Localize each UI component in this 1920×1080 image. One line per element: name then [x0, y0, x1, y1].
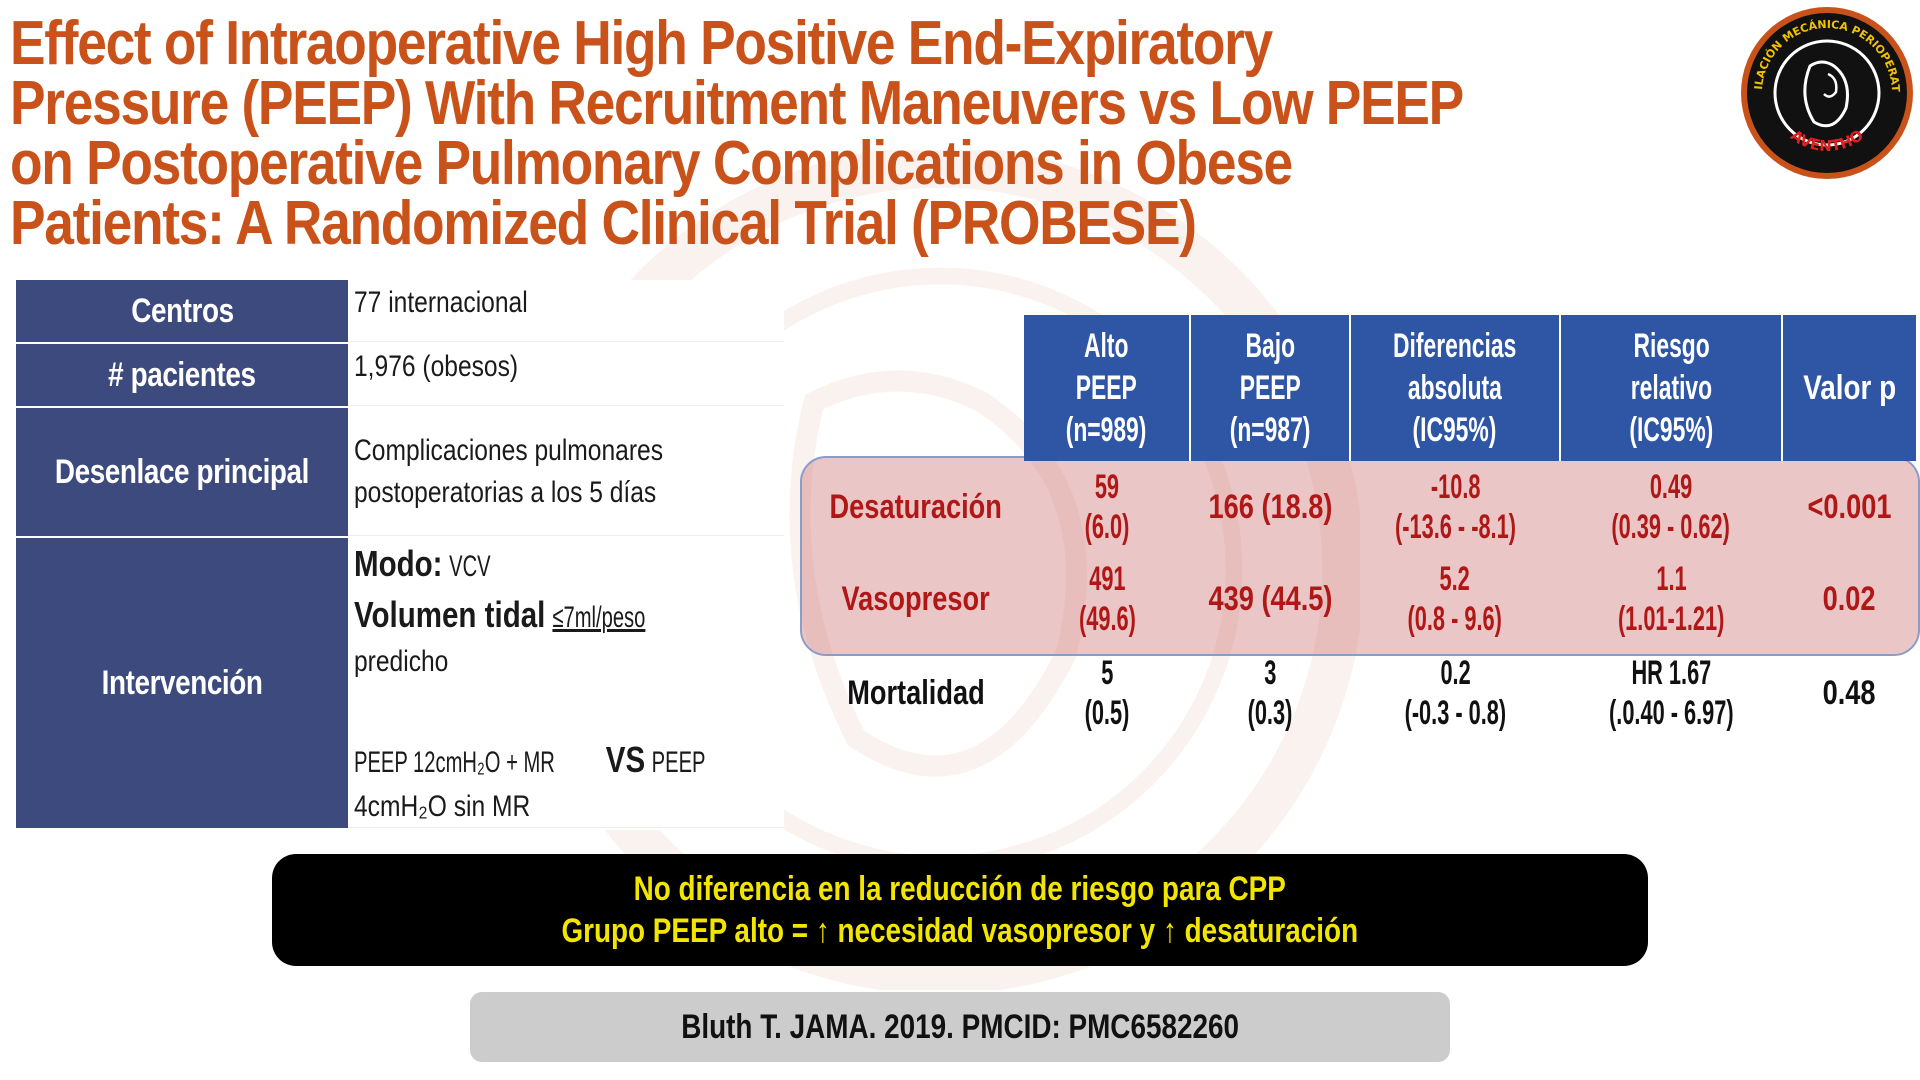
row-label-mortalidad: Mortalidad	[847, 674, 985, 712]
header-riesgo-relativo: Riesgo relativo (IC95%)	[1561, 315, 1784, 461]
cell-p: <0.001	[1807, 488, 1891, 526]
table-row: Mortalidad 5 (0.5) 3 (0.3) 0.2 (-0.3 - 0.8)…	[808, 647, 1916, 739]
peep-line-1: PEEP 12cmH₂O + MR VS PEEP	[354, 739, 706, 780]
value-pacientes: 1,976 (obesos)	[348, 344, 784, 406]
table-row: Vasopresor 491 (49.6) 439 (44.5) 5.2 (0.8 …	[808, 553, 1916, 645]
header-bajo-peep: Bajo PEEP (n=987)	[1190, 315, 1352, 461]
results-table: Alto PEEP (n=989) Bajo PEEP (n=987) Difere…	[808, 315, 1916, 739]
value-centros: 77 internacional	[348, 280, 784, 342]
cell-dif: 0.2 (-0.3 - 0.8)	[1404, 654, 1506, 732]
label-intervencion: Intervención	[16, 538, 348, 828]
cell-alto: 59 (6.0)	[1084, 468, 1130, 546]
header-diferencia-absoluta: Diferencias absoluta (IC95%)	[1351, 315, 1562, 461]
logo-emblem-icon: VENTILACIÓN MECÁNICA PERIOPERATORIA AVEN…	[1733, 0, 1913, 179]
row-intervencion: Intervención Modo: VCV Volumen tidal ≤7m…	[16, 538, 784, 830]
cell-bajo: 439 (44.5)	[1208, 580, 1332, 618]
results-header-row: Alto PEEP (n=989) Bajo PEEP (n=987) Difere…	[1024, 315, 1916, 461]
value-intervencion: Modo: VCV Volumen tidal ≤7ml/peso predic…	[348, 538, 784, 828]
conclusion-box: No diferencia en la reducción de riesgo …	[272, 854, 1648, 966]
row-centros: Centros 77 internacional	[16, 280, 784, 344]
vt-line-2: predicho	[354, 645, 449, 678]
cell-alto: 5 (0.5)	[1084, 654, 1130, 732]
page-title: Effect of Intraoperative High Positive E…	[10, 9, 1463, 258]
row-desenlace: Desenlace principal Complicaciones pulmo…	[16, 408, 784, 538]
conclusion-line-2: Grupo PEEP alto = ↑ necesidad vasopresor…	[561, 912, 1359, 950]
conclusion-line-1: No diferencia en la reducción de riesgo …	[633, 870, 1287, 908]
header-valor-p: Valor p	[1783, 315, 1916, 461]
table-row: Desaturación 59 (6.0) 166 (18.8) -10.8 (-1…	[808, 461, 1916, 553]
cell-rr: HR 1.67 (.0.40 - 6.97)	[1608, 654, 1734, 732]
cell-bajo: 166 (18.8)	[1208, 488, 1332, 526]
cell-bajo: 3 (0.3)	[1247, 654, 1293, 732]
row-label-desaturacion: Desaturación	[829, 488, 1003, 526]
cell-dif: 5.2 (0.8 - 9.6)	[1407, 560, 1503, 638]
modo-line: Modo: VCV	[354, 543, 491, 584]
study-details-table: Centros 77 internacional # pacientes 1,9…	[16, 280, 784, 830]
row-pacientes: # pacientes 1,976 (obesos)	[16, 344, 784, 408]
header-alto-peep: Alto PEEP (n=989)	[1024, 315, 1191, 461]
value-desenlace: Complicaciones pulmonares postoperatoria…	[348, 408, 784, 536]
cell-rr: 0.49 (0.39 - 0.62)	[1611, 468, 1731, 546]
cell-p: 0.02	[1822, 580, 1876, 618]
aventho-logo: VENTILACIÓN MECÁNICA PERIOPERATORIA AVEN…	[1733, 0, 1916, 182]
cell-alto: 491 (49.6)	[1078, 560, 1136, 638]
label-pacientes: # pacientes	[16, 344, 348, 406]
cell-p: 0.48	[1822, 674, 1876, 712]
citation-box: Bluth T. JAMA. 2019. PMCID: PMC6582260	[470, 992, 1450, 1062]
row-label-vasopresor: Vasopresor	[841, 580, 991, 618]
cell-dif: -10.8 (-13.6 - -8.1)	[1394, 468, 1516, 546]
label-desenlace: Desenlace principal	[16, 408, 348, 536]
peep-line-2: 4cmH₂O sin MR	[354, 790, 531, 823]
vt-line: Volumen tidal ≤7ml/peso	[354, 594, 646, 635]
citation-text: Bluth T. JAMA. 2019. PMCID: PMC6582260	[681, 1007, 1239, 1046]
cell-rr: 1.1 (1.01-1.21)	[1617, 560, 1725, 638]
label-centros: Centros	[16, 280, 348, 342]
